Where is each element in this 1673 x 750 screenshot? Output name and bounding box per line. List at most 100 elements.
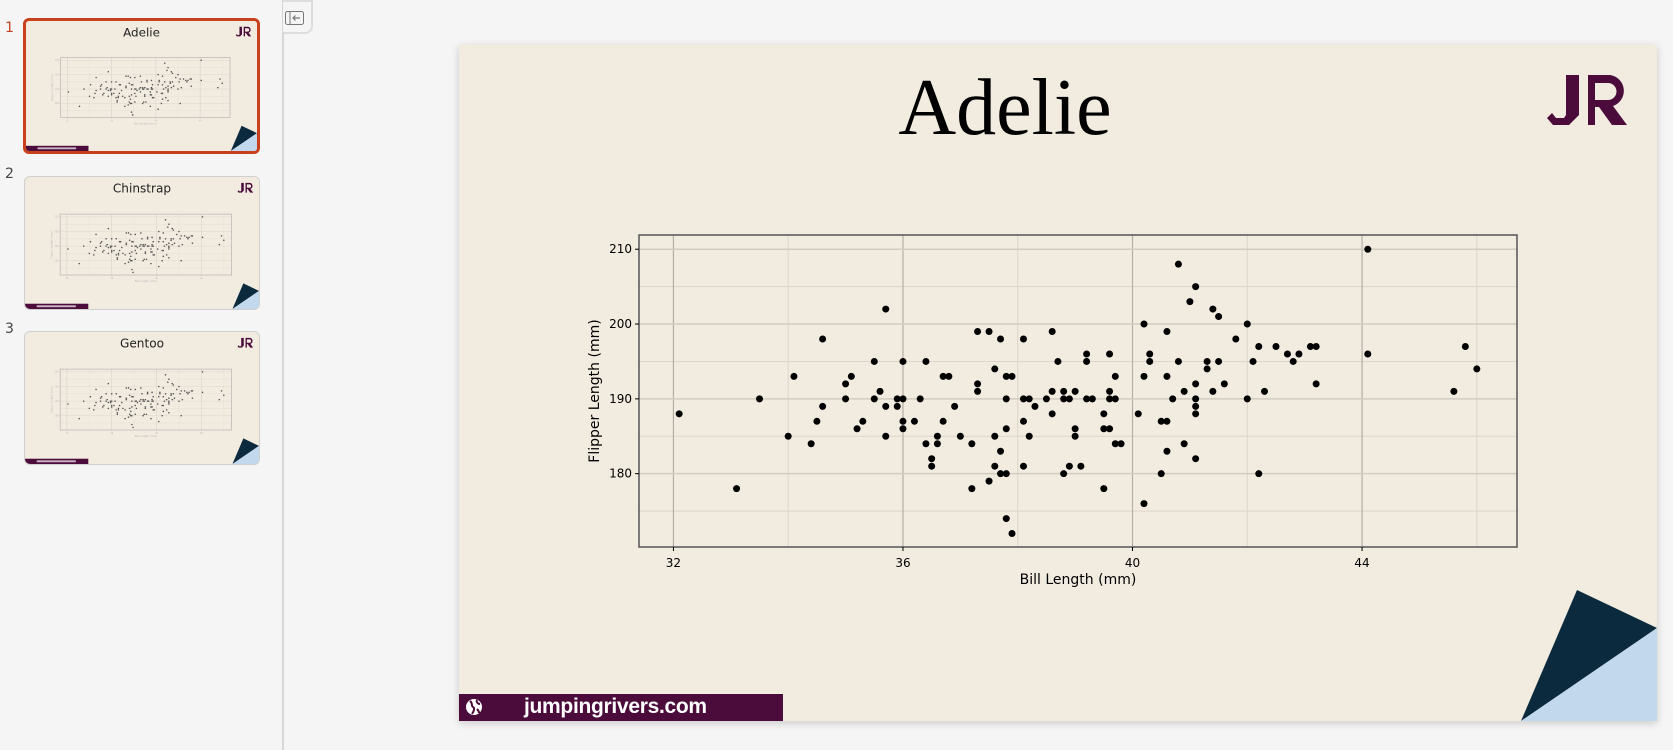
toggle-panel-button[interactable]: [283, 0, 313, 34]
data-point: [113, 249, 115, 252]
footer-text: [36, 305, 76, 308]
data-point: [95, 76, 97, 79]
data-point: [131, 240, 133, 243]
data-point: [168, 242, 170, 244]
data-point: [146, 81, 148, 83]
data-point: [190, 235, 193, 237]
data-point: [99, 85, 102, 87]
data-point: [899, 417, 907, 425]
data-point: [140, 243, 142, 246]
data-point: [1192, 455, 1200, 463]
data-point: [89, 83, 92, 86]
data-point: [847, 372, 855, 380]
data-point: [131, 245, 133, 247]
globe-icon: [466, 699, 482, 715]
data-point: [150, 79, 153, 82]
data-point: [1100, 425, 1108, 433]
data-point: [158, 79, 160, 82]
data-point: [910, 417, 918, 425]
data-point: [116, 412, 119, 414]
slide-title[interactable]: Adelie: [898, 64, 1112, 152]
data-point: [113, 404, 115, 407]
data-point: [974, 387, 982, 395]
data-point: [129, 255, 132, 258]
slide-thumbnail-1[interactable]: Adelie 32 36 40 44 180 190 200 210 Bill Length (m…: [23, 18, 260, 154]
slide-canvas[interactable]: Adelie 32 36 40 44 180 190 200 210 Bill Length (…: [459, 45, 1657, 721]
data-point: [94, 92, 96, 95]
data-point: [110, 245, 113, 247]
x-tick-label: 44: [200, 277, 203, 280]
data-point: [899, 357, 907, 365]
data-point: [1255, 470, 1263, 478]
data-point: [152, 240, 154, 243]
data-point: [1146, 350, 1154, 358]
data-point: [89, 395, 92, 398]
data-point: [144, 398, 147, 401]
data-point: [106, 86, 108, 89]
data-point: [110, 81, 113, 83]
data-point: [100, 83, 103, 86]
data-point: [165, 243, 168, 246]
data-point: [172, 384, 175, 386]
data-point: [156, 403, 159, 405]
data-point: [179, 393, 181, 395]
y-axis-label: Flipper Length (mm): [49, 386, 53, 414]
slide-thumbnail-2[interactable]: Chinstrap 32 36 40 44 180 190 200 210 Bill Length…: [24, 176, 260, 310]
data-point: [114, 400, 116, 402]
data-point: [134, 245, 137, 247]
slide-thumbnail-3[interactable]: Gentoo 32 36 40 44 180 190 200 210 Bill Length (m…: [24, 331, 260, 465]
y-tick-label: 190: [55, 88, 60, 91]
data-point: [127, 416, 130, 418]
data-point: [991, 432, 999, 440]
data-point: [116, 101, 118, 103]
data-point: [125, 397, 128, 399]
plot-frame: [59, 213, 232, 276]
data-point: [166, 226, 169, 228]
data-point: [922, 440, 930, 448]
data-point: [135, 88, 137, 90]
data-point: [158, 240, 160, 243]
data-point: [178, 400, 180, 402]
data-point: [164, 393, 167, 395]
jr-logo: [1547, 75, 1627, 125]
data-point: [1002, 470, 1010, 478]
data-point: [1002, 425, 1010, 433]
data-point: [131, 83, 134, 86]
data-point: [1008, 530, 1016, 538]
data-point: [143, 245, 146, 247]
data-point: [1220, 380, 1228, 388]
data-point: [95, 246, 97, 249]
data-point: [145, 101, 147, 103]
data-point: [131, 259, 133, 262]
data-point: [968, 485, 976, 493]
data-point: [162, 404, 165, 407]
data-point: [78, 262, 80, 265]
data-point: [1140, 320, 1148, 328]
data-point: [131, 406, 133, 408]
data-point: [1002, 515, 1010, 523]
data-point: [1140, 372, 1148, 380]
thumbnail-title: Adelie: [123, 25, 160, 39]
data-point: [172, 238, 175, 240]
data-point: [1180, 440, 1188, 448]
data-point: [177, 88, 179, 90]
data-point: [88, 407, 91, 410]
data-point: [144, 86, 146, 89]
data-point: [67, 91, 70, 93]
data-point: [1111, 372, 1119, 380]
data-point: [131, 395, 133, 398]
data-point: [140, 248, 142, 250]
data-point: [166, 381, 169, 383]
data-point: [134, 101, 136, 103]
data-point: [151, 96, 154, 99]
data-point: [161, 98, 164, 100]
data-point: [145, 413, 148, 416]
data-point: [180, 390, 182, 392]
data-point: [150, 94, 153, 96]
data-point: [1209, 387, 1217, 395]
data-point: [183, 390, 186, 392]
data-point: [142, 259, 144, 262]
data-point: [139, 86, 142, 89]
data-point: [168, 400, 170, 402]
data-point: [103, 249, 105, 252]
